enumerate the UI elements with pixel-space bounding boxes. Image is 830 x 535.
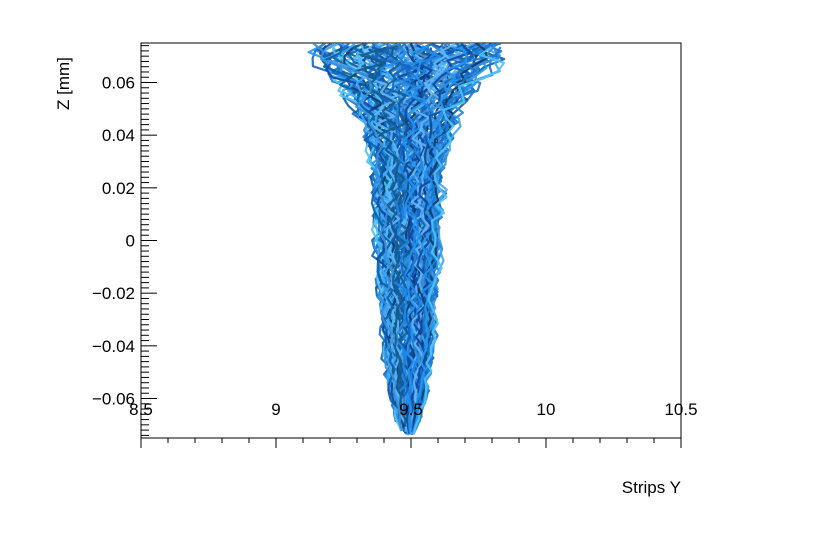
y-tick-label: 0.04 bbox=[102, 126, 135, 145]
track-bundle bbox=[307, 43, 506, 436]
y-tick-label: −0.02 bbox=[92, 284, 135, 303]
x-tick-label: 9 bbox=[271, 400, 280, 419]
track-line bbox=[402, 44, 430, 433]
x-tick-label: 10.5 bbox=[664, 400, 697, 419]
track-line bbox=[354, 47, 404, 421]
y-tick-label: −0.04 bbox=[92, 337, 135, 356]
track-line bbox=[354, 46, 407, 427]
y-tick-label: 0.02 bbox=[102, 179, 135, 198]
y-tick-label: 0.06 bbox=[102, 74, 135, 93]
track-line bbox=[312, 43, 404, 431]
y-tick-label: −0.06 bbox=[92, 390, 135, 409]
track-line bbox=[358, 44, 407, 432]
y-axis-title: Z [mm] bbox=[54, 57, 73, 110]
track-line bbox=[402, 46, 433, 434]
track-line bbox=[412, 46, 505, 435]
y-tick-label: 0 bbox=[126, 232, 135, 251]
x-tick-label: 10 bbox=[537, 400, 556, 419]
axes: 8.5 9 9.5 10 10.5−0.06−0.04−0.0200.020.040.0… bbox=[92, 45, 698, 448]
track-line bbox=[368, 43, 410, 425]
track-line bbox=[401, 47, 442, 429]
x-axis-title: Strips Y bbox=[622, 478, 681, 497]
x-tick-label: 9.5 bbox=[399, 400, 423, 419]
